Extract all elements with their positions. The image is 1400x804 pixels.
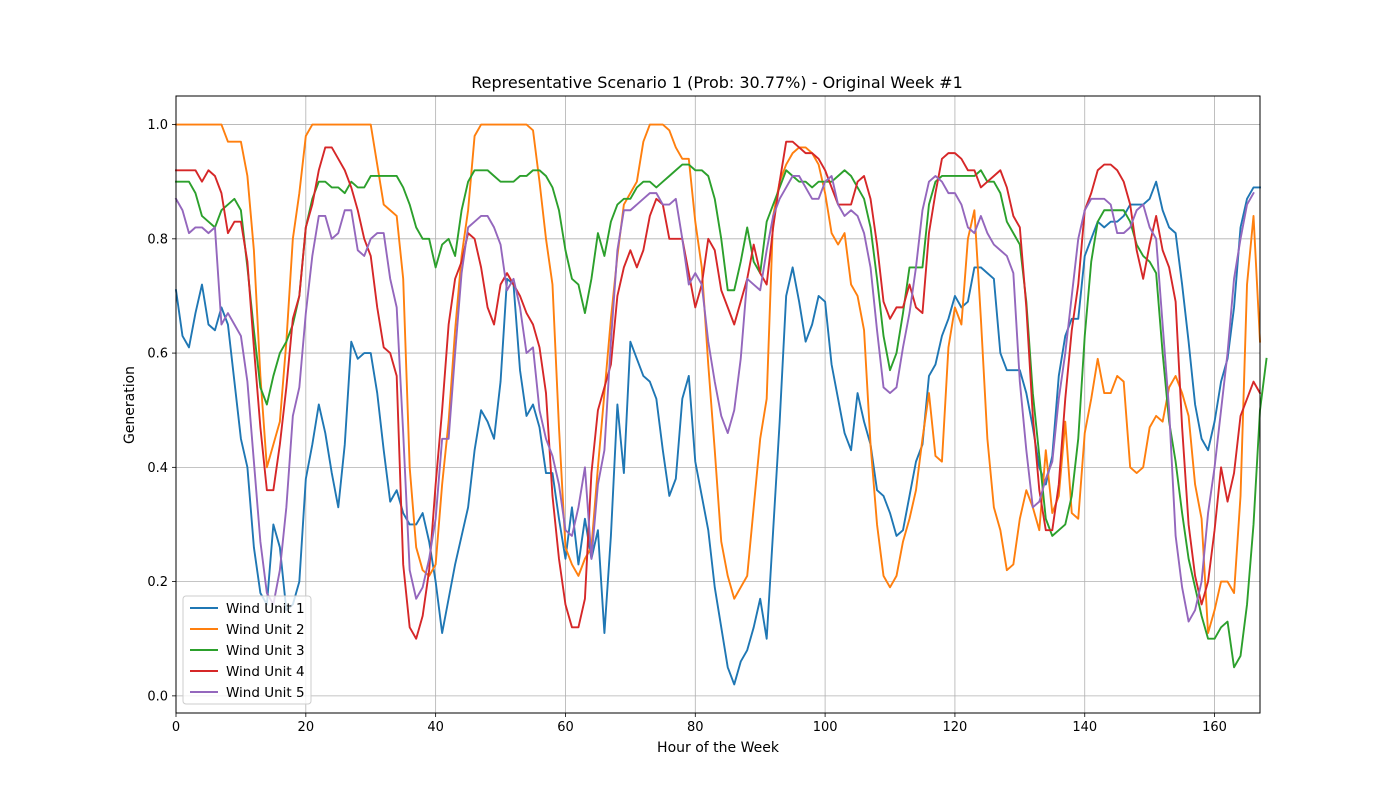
series-line-wind-unit-5 xyxy=(174,175,1255,623)
plot-frame xyxy=(175,95,1261,714)
series-line-wind-unit-4 xyxy=(175,140,1262,640)
y-tick-label: 0.0 xyxy=(147,689,168,704)
x-tick-label: 40 xyxy=(427,720,444,735)
x-tick-label: 20 xyxy=(298,720,315,735)
x-axis-label: Hour of the Week xyxy=(657,740,780,756)
legend-items: Wind Unit 1 Wind Unit 2 Wind Unit 3 Wind Un… xyxy=(190,601,305,701)
x-tick-label: 80 xyxy=(687,720,704,735)
y-tick-label: 0.4 xyxy=(147,461,168,476)
legend-label: Wind Unit 4 xyxy=(226,664,305,680)
x-tick-label: 100 xyxy=(813,720,838,735)
legend-box xyxy=(182,595,312,705)
legend-label: Wind Unit 5 xyxy=(226,685,305,701)
series-line-wind-unit-1 xyxy=(174,180,1261,686)
y-axis-label: Generation xyxy=(122,366,138,444)
x-tick-label: 160 xyxy=(1202,720,1227,735)
axis-ticks: 0 20 40 60 80 100 120 140 160 0.0 0.2 0.4 0.6 0.8 1.0 xyxy=(147,118,1227,735)
x-tick-label: 60 xyxy=(557,720,574,735)
y-tick-label: 0.2 xyxy=(147,575,168,590)
y-tick-label: 1.0 xyxy=(147,118,168,133)
chart-title: Representative Scenario 1 (Prob: 30.77%)… xyxy=(471,73,963,92)
series-line-wind-unit-2 xyxy=(175,123,1261,634)
x-tick-label: 140 xyxy=(1072,720,1097,735)
x-tick-label: 0 xyxy=(172,720,180,735)
x-tick-label: 120 xyxy=(943,720,968,735)
y-tick-label: 0.8 xyxy=(147,232,168,247)
legend-label: Wind Unit 1 xyxy=(226,601,305,617)
legend-label: Wind Unit 2 xyxy=(226,622,305,638)
legend: Wind Unit 1 Wind Unit 2 Wind Unit 3 Wind Un… xyxy=(182,595,312,705)
series-lines xyxy=(174,123,1268,686)
legend-label: Wind Unit 3 xyxy=(226,643,305,659)
y-tick-label: 0.6 xyxy=(147,347,168,362)
series-line-wind-unit-3 xyxy=(175,163,1268,669)
